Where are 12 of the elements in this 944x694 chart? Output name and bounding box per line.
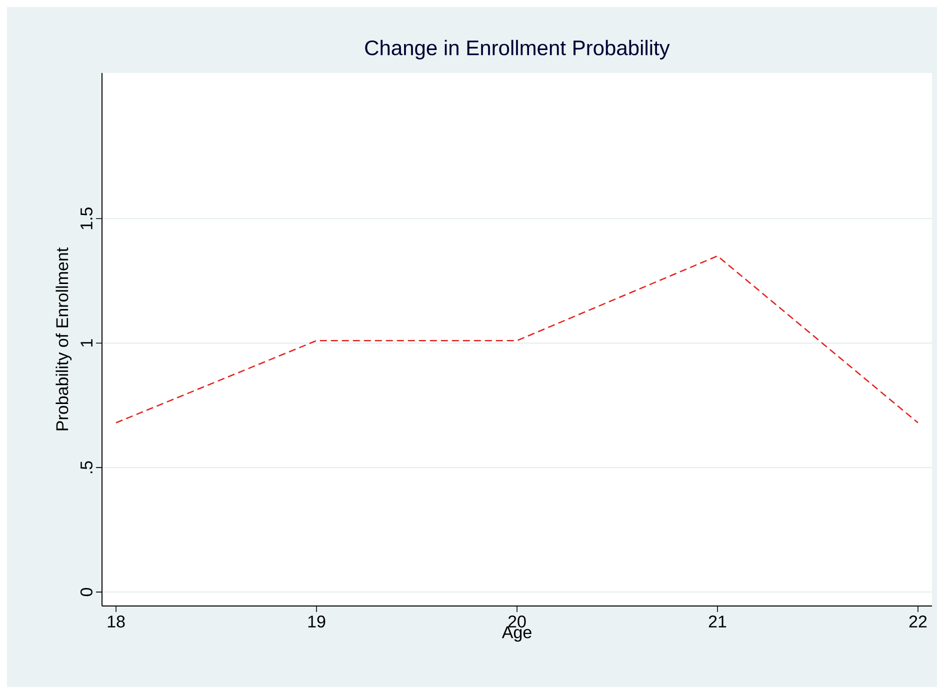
y-tick-label: 0	[80, 588, 92, 596]
x-tick-label: 22	[909, 616, 927, 628]
x-tick-label: 18	[108, 616, 125, 628]
y-axis-title: Probability of Enrollment	[56, 248, 72, 430]
x-tick-label: 21	[708, 616, 726, 628]
x-tick-label: 19	[308, 616, 326, 628]
chart-title: Change in Enrollment Probability	[365, 40, 670, 60]
x-axis-title: Age	[502, 626, 532, 642]
x-tick-label: 20	[508, 616, 526, 628]
y-tick-label: 1.5	[80, 208, 92, 230]
y-tick-label: .5	[80, 461, 92, 474]
y-tick-label: 1	[80, 339, 92, 347]
